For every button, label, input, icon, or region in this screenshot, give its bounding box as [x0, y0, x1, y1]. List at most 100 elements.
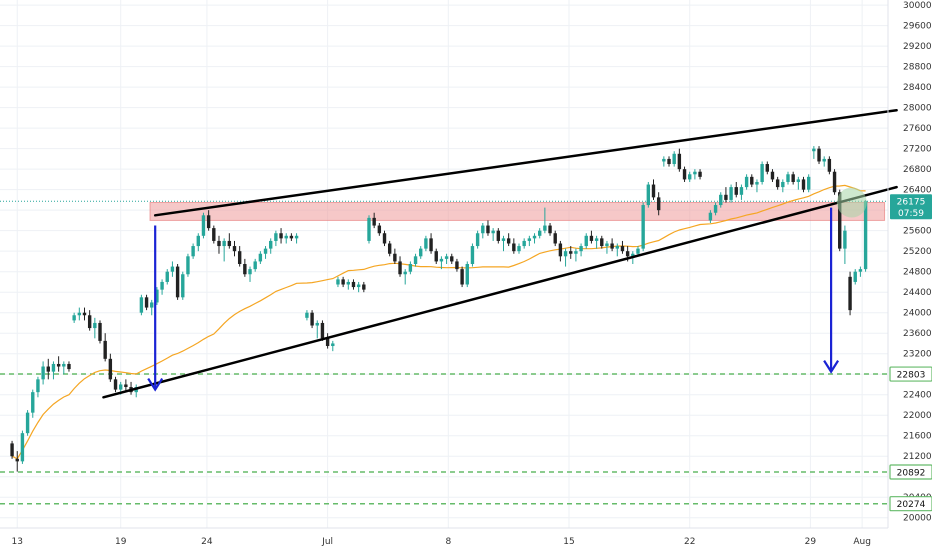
candle	[719, 192, 723, 208]
candle	[367, 215, 371, 244]
candle	[393, 248, 397, 264]
candle-body	[403, 271, 407, 275]
candle-body	[827, 158, 832, 172]
candle-body	[320, 322, 325, 339]
candle	[775, 176, 780, 190]
arrow-head	[147, 378, 164, 392]
candle	[237, 246, 242, 267]
candle-body	[470, 246, 475, 264]
candle-body	[460, 269, 464, 285]
level-badge-label: 20892	[897, 469, 926, 479]
candle-body	[455, 261, 459, 270]
candle	[496, 228, 501, 244]
level-badge: 20274	[889, 496, 932, 512]
candle	[739, 184, 744, 200]
candle-body	[72, 315, 76, 321]
candle-body	[636, 248, 640, 254]
candle	[698, 169, 702, 180]
candle	[651, 179, 656, 200]
arrow-head	[823, 360, 840, 374]
candle-body	[36, 379, 40, 393]
price-tick-label: 23200	[903, 350, 932, 360]
candle-body	[734, 187, 738, 195]
candle	[688, 171, 692, 182]
candle-body	[206, 215, 211, 229]
candle	[67, 361, 71, 372]
candle	[113, 376, 118, 393]
price-tick-label: 29200	[903, 42, 932, 52]
candle	[269, 238, 273, 254]
candle	[646, 181, 651, 208]
candle-body	[124, 384, 128, 388]
candle-body	[465, 264, 469, 285]
candle-body	[294, 235, 299, 239]
candle	[801, 176, 806, 193]
candle	[217, 235, 221, 254]
candle	[760, 161, 764, 185]
candle	[744, 174, 749, 190]
candle-body	[186, 256, 190, 275]
candle	[475, 230, 480, 249]
candle-body	[305, 312, 309, 318]
candle-body	[269, 240, 273, 249]
candle	[305, 310, 309, 321]
candle-body	[93, 322, 97, 329]
candle	[356, 281, 361, 293]
candle-body	[812, 148, 816, 152]
time-tick-label: 19	[115, 537, 127, 547]
candle-body	[77, 312, 82, 316]
candle	[15, 451, 19, 472]
candle	[791, 171, 795, 185]
candle-body	[331, 343, 335, 347]
level-badge: 22803	[889, 366, 932, 382]
candle	[279, 228, 283, 244]
candle-body	[336, 279, 340, 285]
candle	[144, 294, 149, 311]
candle-body	[434, 251, 438, 262]
candle-body	[279, 233, 283, 239]
price-tick-label: 28800	[903, 63, 932, 73]
candle-body	[118, 384, 123, 390]
candle-body	[20, 433, 25, 462]
candle	[786, 171, 790, 185]
candle-body	[475, 233, 480, 247]
candle	[315, 320, 319, 339]
candle-body	[786, 174, 790, 182]
candle-body	[760, 164, 764, 182]
drawings	[102, 108, 898, 399]
candle	[853, 269, 857, 285]
candle	[724, 187, 728, 203]
candle-body	[719, 194, 723, 206]
candle	[708, 210, 713, 223]
candle	[372, 212, 376, 229]
candle	[584, 233, 588, 249]
candle	[579, 243, 583, 257]
price-tick-label: 26800	[903, 165, 932, 175]
candle-body	[284, 235, 288, 239]
candle	[46, 358, 50, 380]
candle	[491, 228, 495, 241]
candle-body	[191, 246, 195, 257]
candle	[408, 261, 413, 275]
candle-body	[382, 233, 387, 244]
candle-body	[274, 233, 278, 241]
price-tick-label: 27600	[903, 124, 932, 134]
candle-body	[537, 230, 542, 236]
candle	[765, 161, 770, 175]
candle-body	[398, 261, 402, 275]
candle	[325, 333, 330, 349]
candle-body	[517, 246, 521, 252]
candle-body	[155, 289, 159, 303]
candle-body	[424, 238, 428, 249]
candle	[201, 212, 206, 239]
level-badge-box	[889, 496, 932, 512]
candle-body	[419, 248, 423, 257]
candle	[429, 233, 433, 254]
time-tick-label: Aug	[853, 537, 871, 547]
candle-body	[10, 443, 14, 457]
candle	[439, 256, 444, 270]
candle-body	[770, 171, 775, 180]
candle	[620, 240, 625, 254]
